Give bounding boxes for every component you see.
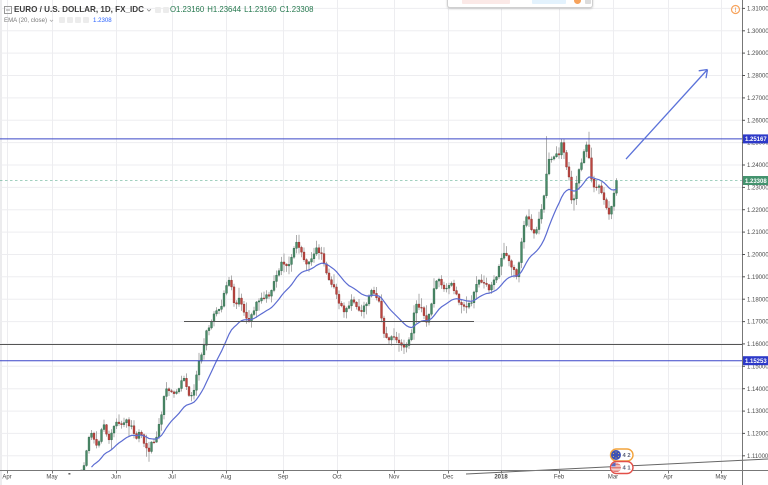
svg-text:Sep: Sep	[278, 475, 289, 481]
svg-text:May: May	[46, 475, 57, 481]
svg-text:1.22000: 1.22000	[747, 208, 768, 214]
svg-text:!: !	[734, 7, 736, 14]
svg-text:1.11000: 1.11000	[747, 454, 768, 460]
svg-text:1.24000: 1.24000	[747, 163, 768, 169]
svg-text:1.29000: 1.29000	[747, 51, 768, 57]
svg-text:Aug: Aug	[221, 475, 232, 481]
svg-text:1.19000: 1.19000	[747, 275, 768, 281]
svg-text:1.25000: 1.25000	[747, 141, 768, 147]
svg-text:1.21000: 1.21000	[747, 230, 768, 236]
svg-text:1.15253: 1.15253	[745, 359, 767, 365]
svg-text:Oct: Oct	[332, 475, 342, 481]
svg-text:1.23308: 1.23308	[745, 179, 767, 185]
svg-text:Feb: Feb	[554, 475, 565, 481]
svg-text:1.15000: 1.15000	[747, 364, 768, 370]
svg-text:1.26000: 1.26000	[747, 118, 768, 124]
svg-text:Jul: Jul	[168, 475, 176, 481]
svg-text:Jun: Jun	[111, 475, 121, 481]
svg-text:1.28000: 1.28000	[747, 74, 768, 80]
svg-text:1.30000: 1.30000	[747, 29, 768, 35]
svg-text:1.31000: 1.31000	[747, 7, 768, 13]
svg-text:Apr: Apr	[663, 475, 672, 481]
svg-text:1.13000: 1.13000	[747, 409, 768, 415]
svg-text:1.14000: 1.14000	[747, 387, 768, 393]
svg-text:1.27000: 1.27000	[747, 96, 768, 102]
svg-text:Apr: Apr	[2, 475, 11, 481]
svg-text:4 1: 4 1	[623, 466, 632, 472]
svg-text:1.20000: 1.20000	[747, 253, 768, 259]
svg-text:1.23000: 1.23000	[747, 186, 768, 192]
svg-text:1.18000: 1.18000	[747, 297, 768, 303]
svg-text:2018: 2018	[494, 475, 508, 481]
svg-text:1.12000: 1.12000	[747, 432, 768, 438]
svg-text:May: May	[715, 475, 726, 481]
svg-text:1.25167: 1.25167	[745, 137, 767, 143]
svg-text:Dec: Dec	[443, 475, 454, 481]
svg-text:1.17000: 1.17000	[747, 320, 768, 326]
svg-text:Nov: Nov	[389, 475, 400, 481]
svg-text:Mar: Mar	[608, 475, 618, 481]
svg-text:1.16000: 1.16000	[747, 342, 768, 348]
svg-text:4 2: 4 2	[623, 453, 631, 459]
